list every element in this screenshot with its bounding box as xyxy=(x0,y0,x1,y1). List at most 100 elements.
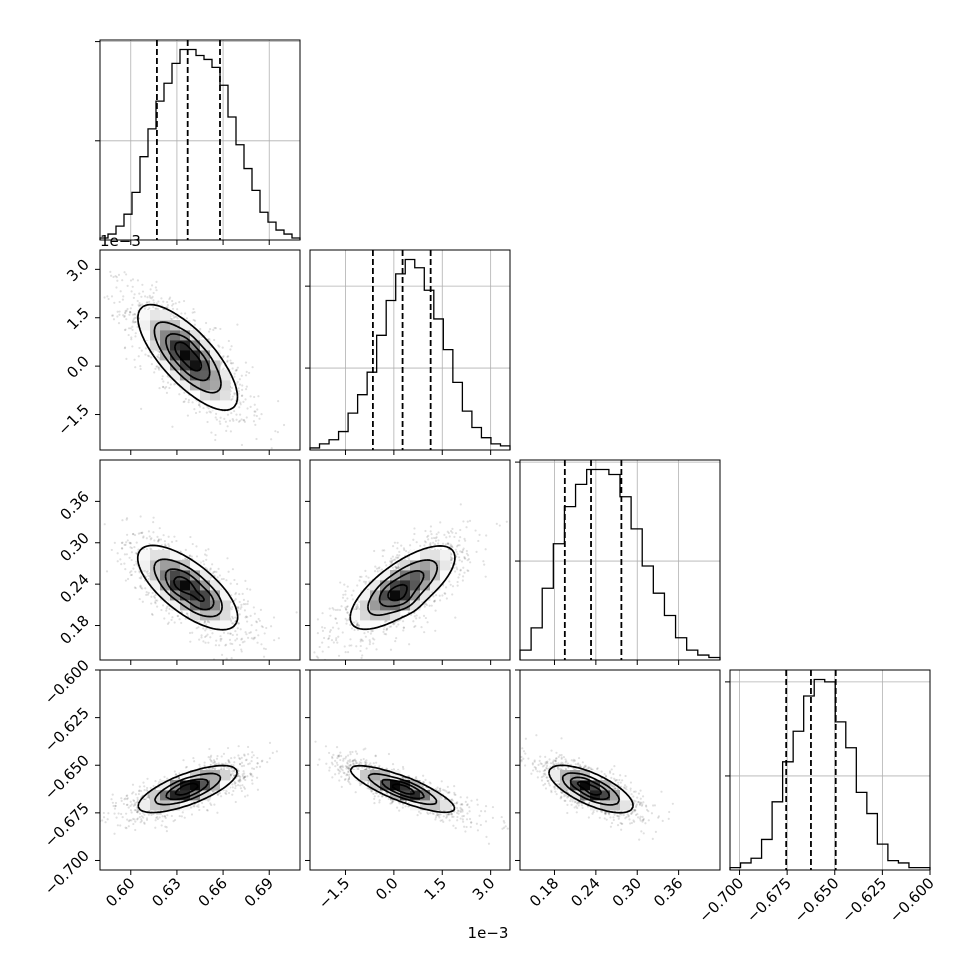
scatter-point xyxy=(231,605,234,609)
scatter-point xyxy=(396,562,399,565)
scatter-point xyxy=(139,367,142,371)
scatter-point xyxy=(356,623,359,626)
scatter-point xyxy=(432,541,435,544)
scatter-point xyxy=(131,303,134,306)
scatter-point xyxy=(131,792,134,795)
scatter-point xyxy=(205,627,208,630)
scatter-point xyxy=(150,284,154,287)
scatter-point xyxy=(388,625,391,628)
scatter-point xyxy=(115,276,118,279)
panel-frame xyxy=(309,249,511,451)
scatter-point xyxy=(125,553,128,556)
scatter-point xyxy=(169,317,173,320)
scatter-point xyxy=(358,575,362,578)
scatter-point xyxy=(437,531,440,534)
scatter-point xyxy=(371,637,375,640)
contour-level-1 xyxy=(367,559,439,617)
scatter-point xyxy=(240,603,243,606)
scatter-point xyxy=(396,556,399,560)
scatter-point xyxy=(219,416,222,419)
scatter-point xyxy=(423,631,426,634)
scatter-point xyxy=(274,430,277,433)
scatter-point xyxy=(360,638,363,641)
scatter-point xyxy=(391,545,395,548)
scatter-point xyxy=(198,638,201,641)
scatter-point xyxy=(239,628,242,631)
density-cell xyxy=(160,310,171,321)
scatter-point xyxy=(139,821,142,824)
scatter-point xyxy=(222,367,225,370)
scatter-point xyxy=(408,558,411,561)
contour-level-0 xyxy=(349,545,456,631)
scatter-point xyxy=(147,355,151,358)
scatter-point xyxy=(449,545,452,548)
scatter-point xyxy=(425,603,428,607)
scatter-point xyxy=(430,533,433,536)
scatter-point xyxy=(458,544,461,547)
scatter-point xyxy=(123,347,126,350)
scatter-point xyxy=(186,414,189,417)
scatter-point xyxy=(187,401,190,404)
scatter-point xyxy=(450,545,453,548)
scatter-point xyxy=(133,545,136,549)
scatter-point xyxy=(146,796,149,799)
scatter-point xyxy=(234,781,237,785)
scatter-point xyxy=(191,311,194,314)
scatter-point xyxy=(234,593,237,596)
scatter-point xyxy=(152,595,156,598)
scatter-point xyxy=(124,579,127,582)
scatter-point xyxy=(395,625,398,628)
scatter-point xyxy=(218,644,221,647)
histogram-step xyxy=(729,678,931,870)
scatter-point xyxy=(413,615,416,618)
scatter-point xyxy=(138,292,141,295)
scatter-point xyxy=(143,813,146,816)
scatter-point xyxy=(240,394,243,398)
scatter-point xyxy=(125,803,129,807)
scatter-point xyxy=(176,308,179,311)
scatter-point xyxy=(323,636,326,640)
scatter-point xyxy=(343,645,346,648)
scatter-point xyxy=(254,423,257,426)
scatter-point xyxy=(134,570,137,573)
scatter-point xyxy=(403,548,406,551)
density-cell xyxy=(380,610,391,621)
scatter-point xyxy=(392,623,395,626)
scatter-point xyxy=(459,568,462,571)
panel-frame xyxy=(99,249,301,451)
scatter-point xyxy=(459,569,462,572)
scatter-point xyxy=(205,623,208,626)
scatter-point xyxy=(247,753,250,756)
density-cell xyxy=(210,400,221,411)
scatter-point xyxy=(337,654,341,657)
scatter-point xyxy=(140,349,143,352)
scatter-point xyxy=(171,317,174,321)
scatter-point xyxy=(422,614,426,618)
scatter-point xyxy=(200,634,203,637)
histogram-step xyxy=(519,468,721,660)
scatter-point xyxy=(128,310,132,313)
scatter-point xyxy=(318,645,321,649)
scatter-point xyxy=(234,800,237,804)
density-cell xyxy=(440,570,451,581)
scatter-point xyxy=(454,563,457,566)
scatter-point xyxy=(133,563,136,567)
scatter-point xyxy=(450,553,453,556)
scatter-point xyxy=(205,809,209,812)
scatter-point xyxy=(229,773,233,776)
scatter-point xyxy=(134,828,137,832)
scatter-point xyxy=(131,278,135,281)
scatter-point xyxy=(321,650,324,653)
scatter-point xyxy=(188,554,192,557)
scatter-point xyxy=(234,369,237,372)
scatter-point xyxy=(246,602,249,606)
scatter-point xyxy=(248,631,251,635)
scatter-point xyxy=(461,549,465,552)
scatter-point xyxy=(397,566,400,569)
scatter-point xyxy=(197,626,200,629)
scatter-point xyxy=(321,629,325,632)
density-cell xyxy=(170,330,181,341)
scatter-point xyxy=(252,606,255,609)
scatter-point xyxy=(429,525,433,528)
